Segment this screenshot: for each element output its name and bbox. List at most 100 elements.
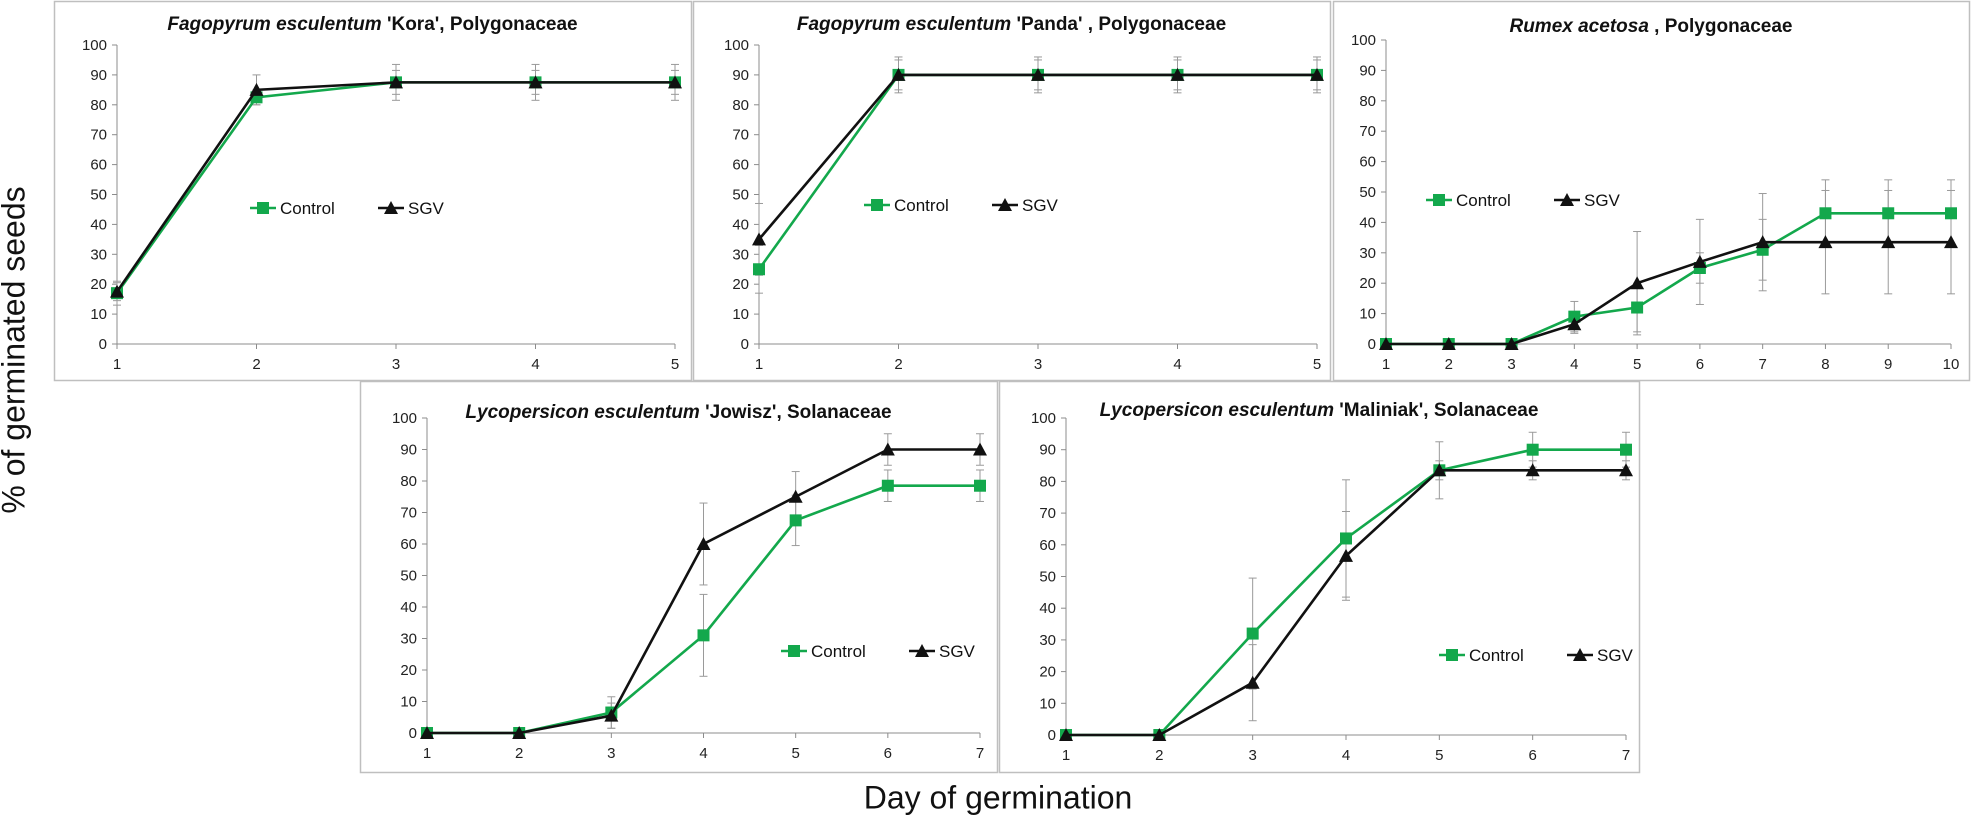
series-control-marker xyxy=(697,629,710,642)
y-tick-label: 80 xyxy=(1039,473,1056,490)
y-tick-label: 40 xyxy=(90,216,107,233)
y-tick-label: 40 xyxy=(732,216,749,233)
series-control-marker xyxy=(974,479,986,492)
legend-sgv-label: SGV xyxy=(1022,196,1059,215)
series-sgv-line xyxy=(1386,240,1951,346)
chart-panel-2: Fagopyrum esculentum 'Panda' , Polygonac… xyxy=(692,0,1332,382)
legend-control-label: Control xyxy=(811,642,866,661)
x-tick-label: 7 xyxy=(976,745,984,762)
y-tick-label: 100 xyxy=(724,37,749,54)
y-tick-label: 70 xyxy=(90,127,107,144)
chart-title-species: Fagopyrum esculentum xyxy=(167,14,381,35)
series-sgv-marker xyxy=(1310,67,1324,81)
chart-title: Fagopyrum esculentum 'Kora', Polygonacea… xyxy=(167,14,577,35)
series-sgv-marker xyxy=(1031,67,1045,81)
panel-frame xyxy=(998,380,1641,774)
x-tick-label: 4 xyxy=(1173,356,1181,373)
figure-x-axis-label: Day of germination xyxy=(863,779,1133,816)
y-tick-label: 50 xyxy=(732,187,749,204)
y-tick-label: 50 xyxy=(1359,184,1376,201)
y-tick-label: 20 xyxy=(1359,275,1376,292)
x-tick-label: 2 xyxy=(1155,747,1163,764)
legend-control-marker xyxy=(788,645,800,657)
legend-sgv-label: SGV xyxy=(1584,191,1621,210)
y-tick-label: 100 xyxy=(1351,32,1376,49)
y-tick-label: 100 xyxy=(1031,410,1056,427)
legend-sgv-marker xyxy=(384,201,398,214)
y-tick-label: 30 xyxy=(732,246,749,263)
y-tick-label: 30 xyxy=(90,246,107,263)
series-control-marker xyxy=(1246,627,1259,640)
y-tick-label: 10 xyxy=(1039,695,1056,712)
chart-title-species: Lycopersicon esculentum xyxy=(1100,400,1335,421)
y-tick-label: 60 xyxy=(732,157,749,174)
x-tick-label: 3 xyxy=(607,745,615,762)
y-tick-label: 70 xyxy=(732,127,749,144)
series-control-marker xyxy=(1340,532,1352,545)
series-sgv-marker xyxy=(1692,254,1707,268)
series-sgv-marker xyxy=(1630,276,1645,290)
x-tick-label: 8 xyxy=(1821,356,1829,373)
y-tick-label: 0 xyxy=(99,336,107,353)
x-tick-label: 1 xyxy=(755,356,763,373)
y-tick-label: 40 xyxy=(1359,214,1376,231)
x-tick-label: 1 xyxy=(1062,747,1070,764)
legend-sgv-marker xyxy=(998,198,1012,211)
chart-title: Fagopyrum esculentum 'Panda' , Polygonac… xyxy=(797,14,1226,35)
y-tick-label: 100 xyxy=(82,37,107,54)
series-sgv-marker xyxy=(1339,548,1353,562)
chart-title-species: Fagopyrum esculentum xyxy=(797,14,1011,35)
chart-title: Lycopersicon esculentum 'Jowisz', Solana… xyxy=(465,402,891,423)
series-sgv-marker xyxy=(1504,337,1519,350)
y-tick-label: 60 xyxy=(1359,154,1376,171)
x-tick-label: 5 xyxy=(791,745,799,762)
chart-title-rest: 'Kora', Polygonaceae xyxy=(382,14,578,35)
chart-title-rest: 'Jowisz', Solanaceae xyxy=(700,402,892,423)
x-tick-label: 5 xyxy=(671,356,679,373)
y-tick-label: 60 xyxy=(90,157,107,174)
legend-sgv-label: SGV xyxy=(939,642,976,661)
series-sgv-marker xyxy=(973,442,987,456)
legend-sgv-marker xyxy=(915,644,929,657)
series-control-marker xyxy=(1631,301,1644,314)
y-tick-label: 80 xyxy=(1359,93,1376,110)
y-tick-label: 50 xyxy=(1039,569,1056,586)
series-control-marker xyxy=(881,479,894,492)
x-tick-label: 5 xyxy=(1435,747,1443,764)
series-control-marker xyxy=(1819,207,1832,220)
y-tick-label: 40 xyxy=(1039,600,1056,617)
y-tick-label: 90 xyxy=(90,67,107,84)
y-tick-label: 10 xyxy=(1359,306,1376,323)
series-sgv-marker xyxy=(1170,67,1185,81)
chart-title-species: Lycopersicon esculentum xyxy=(465,402,700,423)
y-tick-label: 80 xyxy=(732,97,749,114)
panel-frame xyxy=(53,0,693,382)
x-tick-label: 3 xyxy=(1507,356,1515,373)
series-sgv-marker xyxy=(1755,235,1770,249)
legend-control-marker xyxy=(871,199,883,211)
series-sgv-marker xyxy=(1441,337,1456,350)
chart-panel-4: Lycopersicon esculentum 'Jowisz', Solana… xyxy=(359,380,999,774)
x-tick-label: 5 xyxy=(1633,356,1641,373)
chart-panel-1: Fagopyrum esculentum 'Kora', Polygonacea… xyxy=(53,0,693,382)
chart-title-rest: , Polygonaceae xyxy=(1649,16,1793,37)
series-sgv-marker xyxy=(528,75,543,89)
series-sgv-marker xyxy=(1619,463,1633,477)
x-tick-label: 4 xyxy=(1570,356,1578,373)
y-tick-label: 40 xyxy=(400,599,417,616)
chart-title-rest: 'Maliniak', Solanaceae xyxy=(1334,400,1538,421)
y-tick-label: 20 xyxy=(1039,664,1056,681)
x-tick-label: 7 xyxy=(1758,356,1766,373)
series-control-marker xyxy=(1620,443,1632,456)
chart-panel-5: Lycopersicon esculentum 'Maliniak', Sola… xyxy=(998,380,1641,774)
panel-frame xyxy=(359,380,999,774)
y-tick-label: 20 xyxy=(732,276,749,293)
series-sgv-marker xyxy=(1881,235,1896,249)
legend-control-marker xyxy=(1446,649,1458,661)
series-sgv-marker xyxy=(696,537,711,550)
x-tick-label: 4 xyxy=(531,356,539,373)
series-sgv-marker xyxy=(1152,728,1167,741)
y-tick-label: 70 xyxy=(1359,123,1376,140)
y-tick-label: 90 xyxy=(732,67,749,84)
